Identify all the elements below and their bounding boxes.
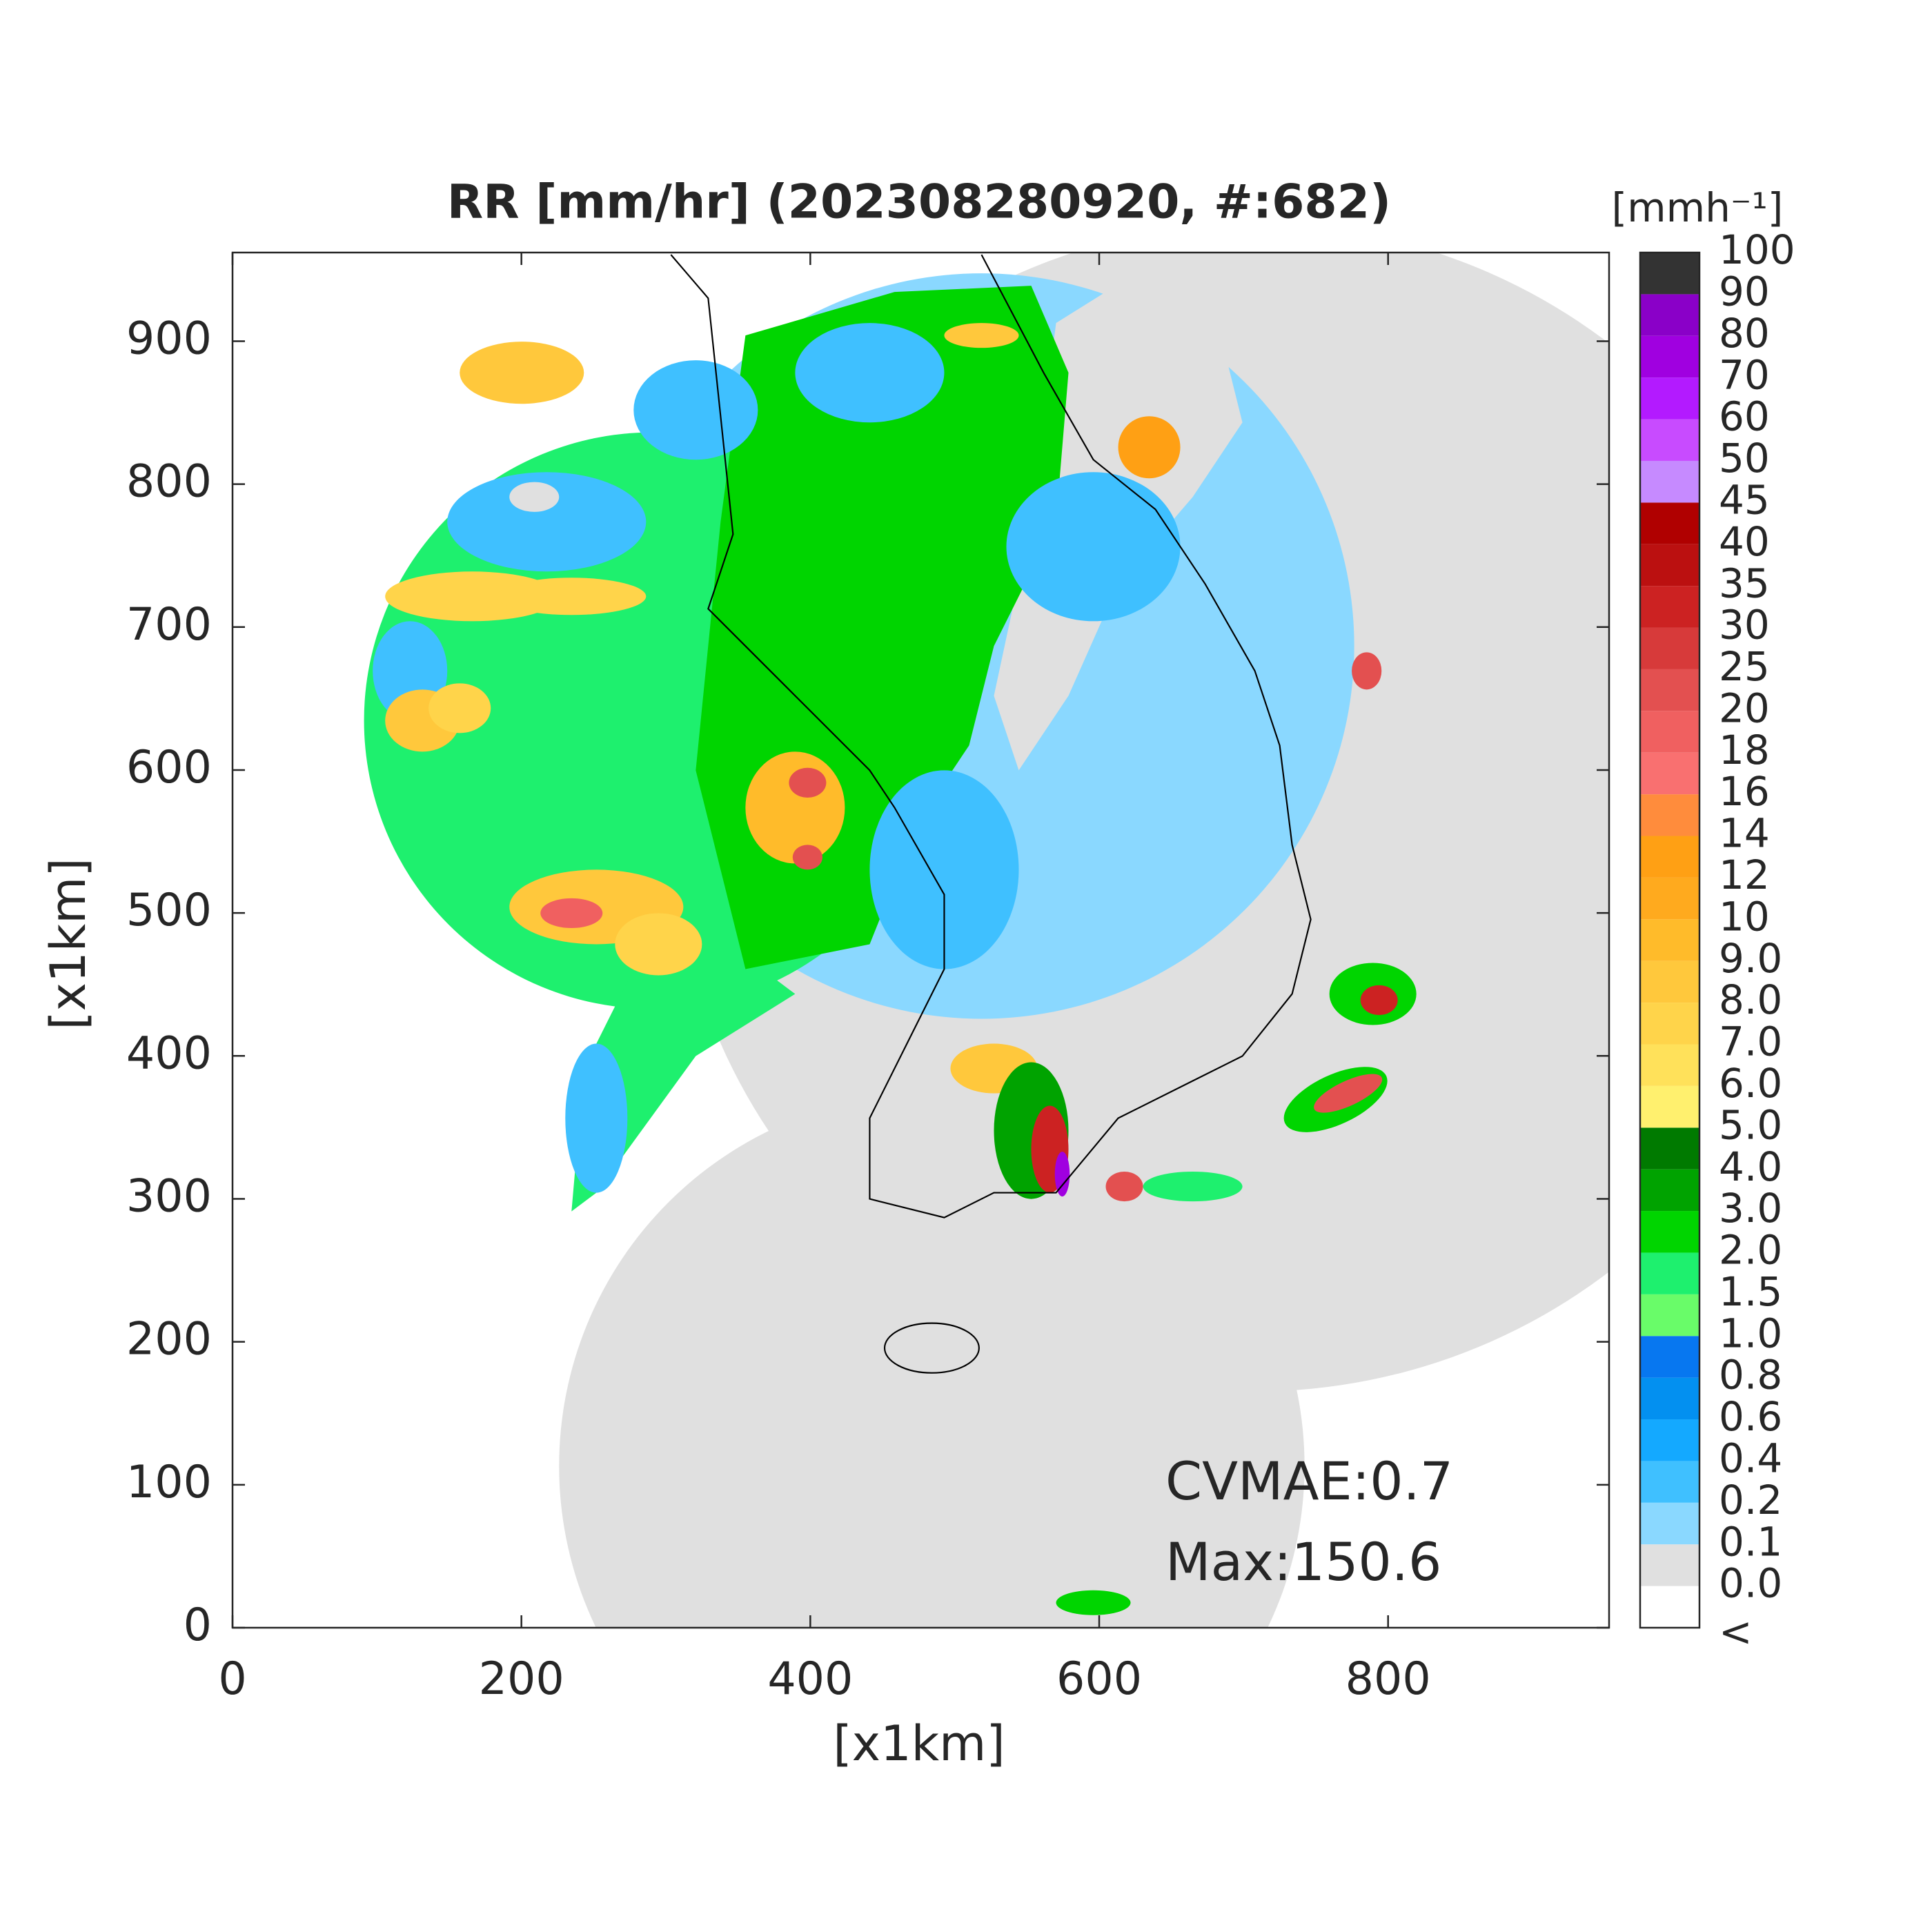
colorbar-label: 100	[1719, 226, 1795, 273]
y-tick-label: 100	[126, 1457, 212, 1508]
colorbar-label: 0.2	[1719, 1477, 1782, 1524]
annotation: CVMAE:0.7	[1165, 1450, 1453, 1512]
colorbar-label: 9.0	[1719, 935, 1782, 982]
colorbar-segment	[1640, 627, 1699, 669]
colorbar-label: 40	[1719, 518, 1770, 565]
colorbar-label: 80	[1719, 310, 1770, 357]
x-tick-label: 0	[218, 1653, 246, 1705]
colorbar-label: 0.4	[1719, 1435, 1782, 1482]
y-tick-label: 300	[126, 1171, 212, 1223]
colorbar-label: 1.0	[1719, 1310, 1782, 1357]
colorbar-segment	[1640, 1003, 1699, 1045]
colorbar-segment	[1640, 544, 1699, 586]
colorbar-label: 1.5	[1719, 1268, 1782, 1315]
colorbar-label: 14	[1719, 810, 1770, 857]
x-tick-label: 600	[1056, 1653, 1142, 1705]
colorbar-segment	[1640, 335, 1699, 378]
x-tick-label: 400	[767, 1653, 853, 1705]
y-tick-label: 200	[126, 1314, 212, 1366]
colorbar-segment	[1640, 253, 1699, 295]
chart-title: RR [mm/hr] (202308280920, #:682)	[447, 175, 1391, 230]
colorbar-segment	[1640, 752, 1699, 795]
colorbar-label: 4.0	[1719, 1143, 1782, 1190]
colorbar-label: 12	[1719, 851, 1770, 898]
x-tick-label: 200	[479, 1653, 564, 1705]
colorbar-label: 20	[1719, 684, 1770, 731]
colorbar-label: 30	[1719, 602, 1770, 649]
colorbar-label: 35	[1719, 560, 1770, 607]
colorbar-frame	[1639, 251, 1701, 1629]
colorbar-segment	[1640, 1502, 1699, 1545]
plot-frame	[231, 251, 1610, 1629]
colorbar-segment	[1640, 1211, 1699, 1253]
colorbar-segment	[1640, 586, 1699, 628]
y-tick-label: 400	[126, 1027, 212, 1079]
colorbar-segment	[1640, 377, 1699, 420]
colorbar-segment	[1640, 711, 1699, 753]
colorbar-segment	[1640, 1044, 1699, 1086]
colorbar-segment	[1640, 1294, 1699, 1337]
colorbar-label: 0.1	[1719, 1518, 1782, 1565]
x-tick-label: 800	[1346, 1653, 1431, 1705]
colorbar-segment	[1640, 836, 1699, 878]
y-tick-label: 700	[126, 599, 212, 651]
colorbar-label: 50	[1719, 435, 1770, 482]
y-tick-label: 800	[126, 456, 212, 508]
colorbar-segment	[1640, 1586, 1699, 1628]
colorbar-segment	[1640, 960, 1699, 1003]
colorbar-label: 10	[1719, 893, 1770, 940]
colorbar-label: 3.0	[1719, 1185, 1782, 1232]
colorbar-segment	[1640, 794, 1699, 836]
colorbar-segment	[1640, 919, 1699, 961]
colorbar-label: 2.0	[1719, 1227, 1782, 1274]
colorbar-label: 90	[1719, 268, 1770, 315]
colorbar-label: 7.0	[1719, 1018, 1782, 1065]
colorbar-segment	[1640, 294, 1699, 336]
colorbar-label: 60	[1719, 393, 1770, 440]
colorbar-segment	[1640, 1377, 1699, 1420]
colorbar-segment	[1640, 1169, 1699, 1212]
colorbar-label: 16	[1719, 768, 1770, 815]
colorbar-segment	[1640, 1544, 1699, 1586]
y-tick-label: 500	[126, 885, 212, 936]
y-tick-label: 600	[126, 742, 212, 793]
colorbar-label: 5.0	[1719, 1101, 1782, 1148]
colorbar-segment	[1640, 669, 1699, 711]
annotation: Max:150.6	[1165, 1531, 1441, 1593]
colorbar-label: 45	[1719, 476, 1770, 523]
colorbar-label: 25	[1719, 643, 1770, 690]
colorbar-segment	[1640, 1461, 1699, 1503]
colorbar-segment	[1640, 877, 1699, 920]
y-tick-label: 900	[126, 313, 212, 365]
colorbar-segment	[1640, 1419, 1699, 1461]
colorbar-segment	[1640, 1085, 1699, 1128]
colorbar-label: 0.0	[1719, 1560, 1782, 1607]
colorbar-segment	[1640, 419, 1699, 461]
radar-field	[364, 252, 1609, 1628]
colorbar-segment	[1640, 1336, 1699, 1378]
colorbar-label: 70	[1719, 351, 1770, 398]
colorbar-segment	[1640, 1252, 1699, 1294]
colorbar-label: 0.8	[1719, 1352, 1782, 1399]
colorbar-label: 6.0	[1719, 1060, 1782, 1107]
x-axis-label: [x1km]	[833, 1715, 1005, 1772]
colorbar-segment	[1640, 502, 1699, 544]
colorbar-label: 18	[1719, 727, 1770, 773]
colorbar-title: [mmh⁻¹]	[1612, 184, 1784, 231]
y-axis-label: [x1km]	[40, 858, 97, 1029]
colorbar-label: <	[1719, 1608, 1753, 1655]
colorbar-label: 8.0	[1719, 976, 1782, 1023]
y-tick-label: 0	[184, 1599, 212, 1651]
colorbar-segment	[1640, 460, 1699, 503]
colorbar-label: 0.6	[1719, 1393, 1782, 1440]
colorbar-segment	[1640, 1127, 1699, 1170]
